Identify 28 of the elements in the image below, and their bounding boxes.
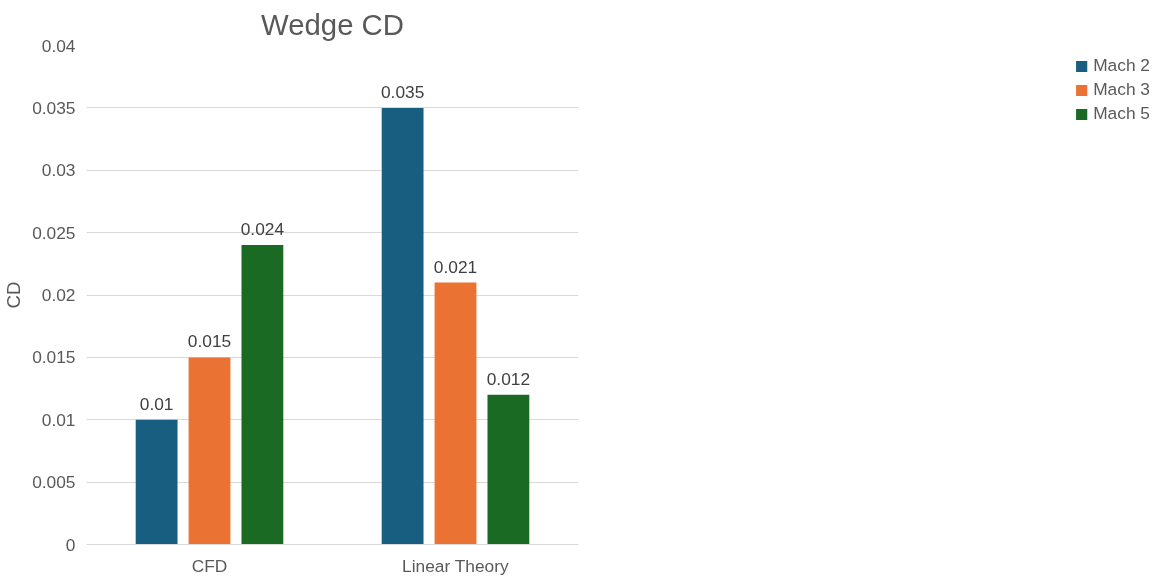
x-tick-label: Linear Theory — [402, 555, 509, 576]
data-label: 0.012 — [486, 368, 531, 389]
y-tick-label: 0.04 — [41, 35, 76, 56]
data-label: 0.035 — [380, 81, 425, 102]
y-tick-label: 0.025 — [32, 222, 76, 243]
legend-label: Mach 5 — [1093, 103, 1150, 124]
bar — [434, 282, 477, 545]
y-tick-label: 0 — [65, 534, 76, 555]
y-tick-label: 0.015 — [32, 347, 76, 368]
bar — [381, 107, 424, 545]
y-tick-label: 0.035 — [32, 97, 76, 118]
legend-label: Mach 3 — [1093, 79, 1150, 100]
data-label: 0.021 — [433, 256, 478, 277]
data-label: 0.01 — [139, 393, 174, 414]
data-label: 0.024 — [240, 219, 285, 240]
y-axis-title: CD — [3, 281, 25, 309]
data-label: 0.015 — [187, 331, 232, 352]
bar — [241, 245, 284, 545]
legend-label: Mach 2 — [1093, 55, 1150, 76]
bar — [188, 357, 231, 545]
y-tick-label: 0.02 — [41, 285, 76, 305]
bar — [135, 419, 178, 545]
y-tick-label: 0.01 — [41, 409, 76, 430]
y-tick-label: 0.03 — [41, 160, 76, 181]
chart-title: Wedge CD — [261, 7, 404, 41]
y-tick-label: 0.005 — [32, 472, 76, 493]
bar — [487, 394, 530, 545]
x-tick-label: CFD — [191, 555, 228, 576]
